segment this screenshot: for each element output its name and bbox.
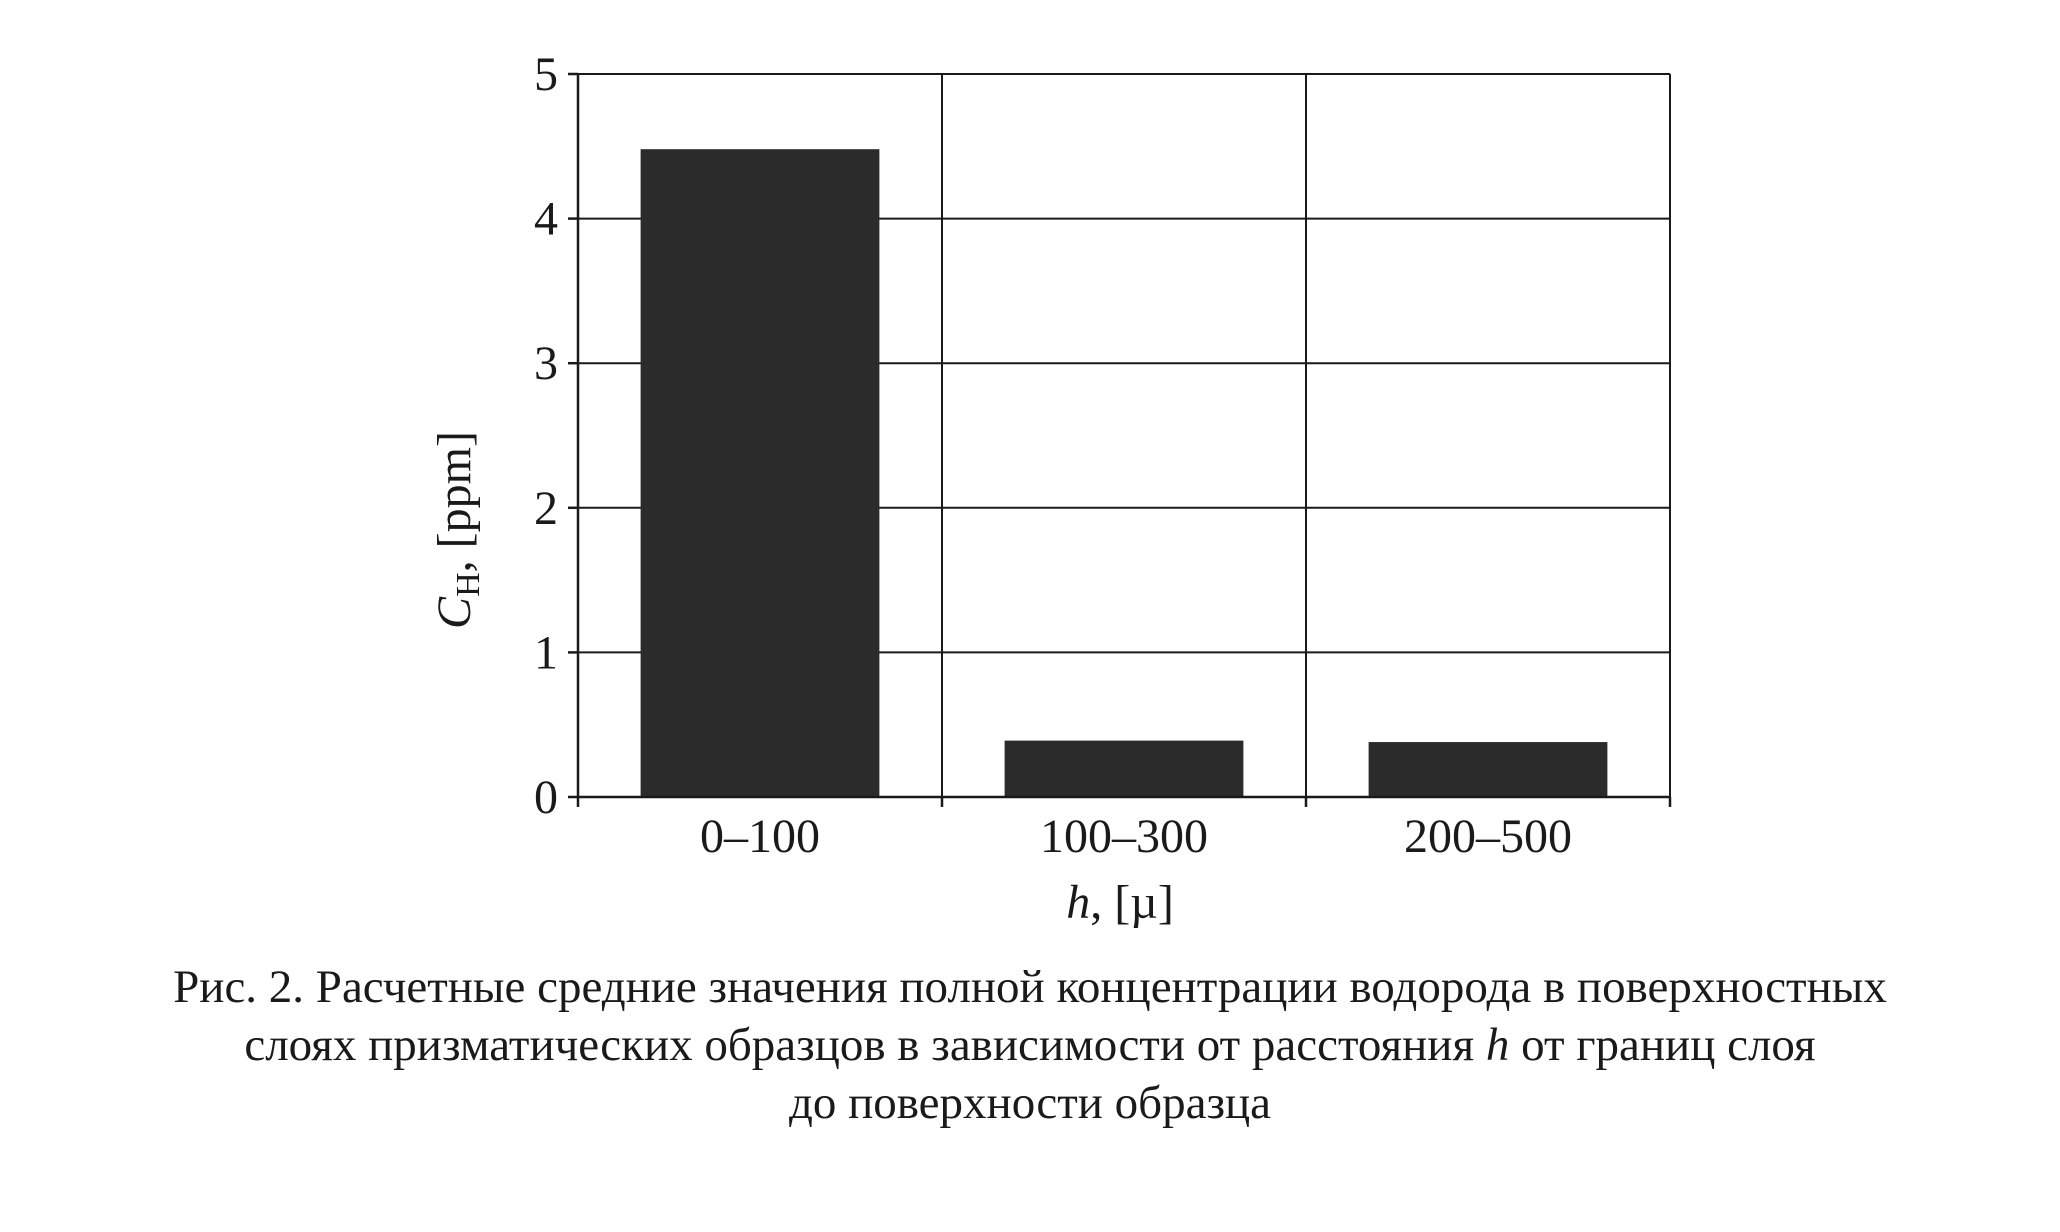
caption-line-2: слоях призматических образцов в зависимо… bbox=[0, 1016, 2060, 1074]
labels-layer: 0 1 2 3 4 5 0–100 100–300 200–500 bbox=[534, 48, 1572, 863]
y-axis-title: CH, [ppm] bbox=[428, 431, 487, 629]
y-tick-label: 4 bbox=[534, 193, 558, 246]
y-tick-label: 2 bbox=[534, 482, 558, 535]
y-tick-label: 0 bbox=[534, 771, 558, 824]
y-tick-label: 5 bbox=[534, 48, 558, 101]
y-axis-symbol: C bbox=[428, 596, 481, 629]
bar bbox=[1004, 740, 1244, 797]
y-tick-label: 1 bbox=[534, 626, 558, 679]
x-axis-title: h, [µ] bbox=[1066, 876, 1174, 929]
axes-layer bbox=[568, 72, 1672, 807]
y-axis-subscript: H bbox=[450, 572, 487, 597]
figure-caption: Рис. 2. Расчетные средние значения полно… bbox=[0, 958, 2060, 1132]
x-tick-label: 100–300 bbox=[1040, 810, 1208, 863]
caption-line-2-end: от границ слоя bbox=[1509, 1019, 1816, 1071]
bar bbox=[640, 149, 880, 797]
y-tick-label: 3 bbox=[534, 337, 558, 390]
caption-line-2-italic: h bbox=[1485, 1019, 1510, 1071]
caption-line-2-start: слоях призматических образцов в зависимо… bbox=[244, 1019, 1486, 1071]
x-axis-unit: , [µ] bbox=[1090, 876, 1174, 929]
x-tick-label: 0–100 bbox=[700, 810, 820, 863]
x-axis-symbol: h bbox=[1066, 876, 1090, 929]
caption-line-1: Рис. 2. Расчетные средние значения полно… bbox=[173, 961, 1887, 1013]
y-axis-unit: , [ppm] bbox=[428, 431, 481, 572]
bars-layer bbox=[640, 149, 1608, 797]
caption-line-3: до поверхности образца bbox=[788, 1077, 1272, 1129]
bar bbox=[1368, 742, 1608, 797]
x-tick-label: 200–500 bbox=[1404, 810, 1572, 863]
